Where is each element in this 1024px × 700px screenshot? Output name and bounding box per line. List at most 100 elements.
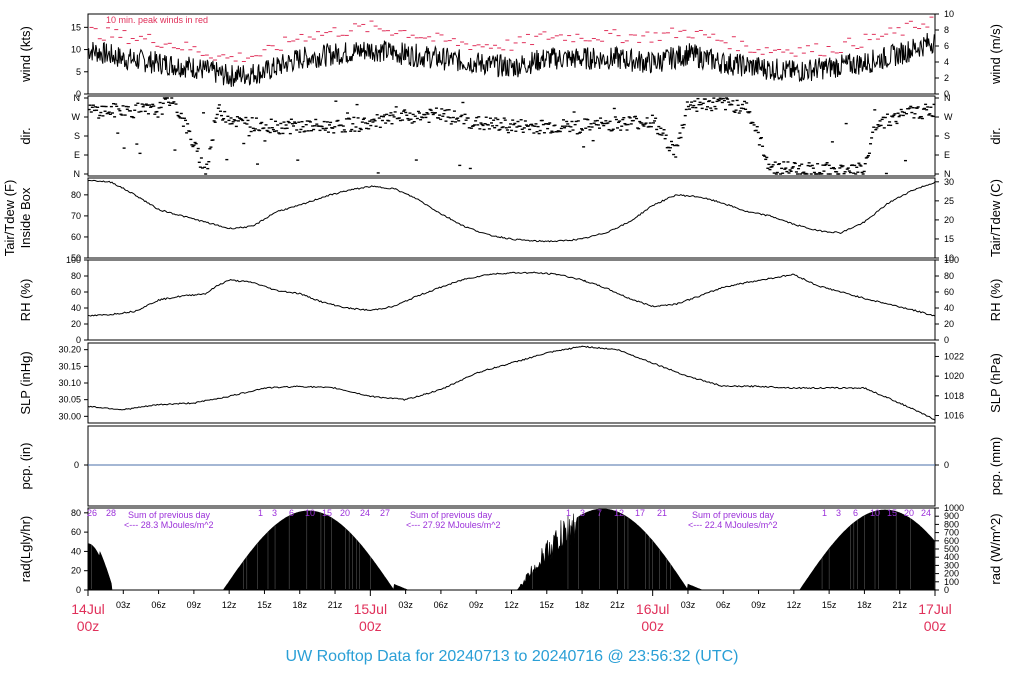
temp-ylabel-left2: Inside Box	[18, 187, 33, 248]
slp-ylabel-left: SLP (inHg)	[18, 351, 33, 414]
slp-right-tick-label: 1016	[944, 411, 964, 421]
rad-daily-total-value: <--- 22.4 MJoules/m^2	[688, 520, 778, 530]
pcp-right-tick-label: 0	[944, 460, 949, 470]
rad-day-number: 20	[904, 508, 914, 518]
pcp-left-tick-label: 0	[74, 460, 79, 470]
wind-left-tick-label: 10	[71, 45, 81, 55]
wind-right-tick-label: 4	[944, 57, 949, 67]
wind-speed-series	[87, 32, 935, 88]
rh-right-tick-label: 80	[944, 271, 954, 281]
pcp-panel-frame	[87, 425, 936, 507]
rh-right-tick-label: 100	[944, 255, 959, 265]
rad-daily-total-value: <--- 28.3 MJoules/m^2	[124, 520, 214, 530]
rad-ylabel-left: rad(Lgly/hr)	[18, 516, 33, 582]
rad-left-tick-label: 20	[71, 566, 81, 576]
rad-day-number: 21	[657, 508, 667, 518]
rad-day-number: 24	[921, 508, 931, 518]
rad-daily-total-value: <--- 27.92 MJoules/m^2	[406, 520, 501, 530]
rad-left-tick-label: 80	[71, 508, 81, 518]
rh-series	[87, 271, 936, 317]
slp-left-tick-label: 30.10	[58, 378, 81, 388]
temp-left-tick-label: 60	[71, 232, 81, 242]
rad-day-number: 3	[580, 508, 585, 518]
rad-right-tick-label: 700	[944, 528, 959, 538]
slp-left-tick-label: 30.05	[58, 395, 81, 405]
temp-right-tick-label: 30	[944, 177, 954, 187]
rad-right-tick-label: 100	[944, 577, 959, 587]
rad-day-number: 3	[836, 508, 841, 518]
x-date-time-label: 00z	[641, 618, 664, 634]
x-hour-label: 12z	[222, 600, 237, 610]
x-date-label: 16Jul	[636, 601, 669, 617]
rad-day-number: 3	[272, 508, 277, 518]
rad-day-number: 6	[289, 508, 294, 518]
wind-right-tick-label: 8	[944, 25, 949, 35]
x-hour-label: 09z	[187, 600, 202, 610]
rad-left-tick-label: 40	[71, 546, 81, 556]
temp-ylabel-right: Tair/Tdew (C)	[988, 179, 1003, 257]
dir-left-tick-label: S	[74, 131, 80, 141]
rh-ylabel-left: RH (%)	[18, 279, 33, 322]
rad-left-tick-label: 0	[76, 585, 81, 595]
rad-day-number: 15	[887, 508, 897, 518]
dir-right-tick-label: N	[944, 93, 951, 103]
temp-left-tick-label: 50	[71, 253, 81, 263]
rad-right-tick-label: 0	[944, 585, 949, 595]
dir-right-tick-label: E	[944, 150, 950, 160]
rad-day-number: 24	[360, 508, 370, 518]
rad-day-number: 27	[380, 508, 390, 518]
temp-series	[87, 179, 936, 243]
x-hour-label: 06z	[716, 600, 731, 610]
rh-right-tick-label: 20	[944, 319, 954, 329]
rh-right-tick-label: 60	[944, 287, 954, 297]
slp-right-tick-label: 1022	[944, 351, 964, 361]
temp-right-tick-label: 25	[944, 196, 954, 206]
rad-right-tick-label: 800	[944, 519, 959, 529]
rad-right-tick-label: 600	[944, 536, 959, 546]
rad-right-tick-label: 1000	[944, 503, 964, 513]
x-hour-label: 06z	[151, 600, 166, 610]
wind-annotation: 10 min. peak winds in red	[106, 15, 208, 25]
dir-left-tick-label: E	[74, 150, 80, 160]
wind-ylabel-right: wind (m/s)	[988, 24, 1003, 85]
slp-panel-frame	[87, 342, 936, 424]
rad-day-number: 1	[822, 508, 827, 518]
rad-ylabel-right: rad (W/m^2)	[988, 513, 1003, 584]
dir-left-tick-label: N	[74, 93, 81, 103]
rh-left-tick-label: 40	[71, 303, 81, 313]
rad-right-tick-label: 400	[944, 552, 959, 562]
dir-ylabel-left: dir.	[18, 127, 33, 144]
slp-right-tick-label: 1020	[944, 371, 964, 381]
rh-left-tick-label: 100	[66, 255, 81, 265]
x-date-label: 15Jul	[354, 601, 387, 617]
rad-daily-total-title: Sum of previous day	[692, 510, 775, 520]
temp-right-tick-label: 15	[944, 234, 954, 244]
rad-series	[87, 508, 936, 591]
slp-series	[87, 345, 936, 421]
rh-left-tick-label: 80	[71, 271, 81, 281]
temp-left-tick-label: 70	[71, 211, 81, 221]
rad-day-number: 26	[87, 508, 97, 518]
rad-right-tick-label: 900	[944, 511, 959, 521]
slp-left-tick-label: 30.20	[58, 345, 81, 355]
rad-day-number: 12	[614, 508, 624, 518]
rh-left-tick-label: 0	[76, 335, 81, 345]
wind-ylabel-left: wind (kts)	[18, 26, 33, 83]
rh-left-tick-label: 60	[71, 287, 81, 297]
rh-ylabel-right: RH (%)	[988, 279, 1003, 322]
rad-day-number: 20	[340, 508, 350, 518]
rad-day-number: 10	[870, 508, 880, 518]
rad-daily-total-title: Sum of previous day	[410, 510, 493, 520]
temp-right-tick-label: 20	[944, 215, 954, 225]
x-hour-label: 21z	[328, 600, 343, 610]
wind-left-tick-label: 0	[76, 89, 81, 99]
wind-left-tick-label: 5	[76, 67, 81, 77]
rad-day-number: 1	[566, 508, 571, 518]
rad-right-tick-label: 500	[944, 544, 959, 554]
dir-right-tick-label: W	[944, 112, 953, 122]
pcp-ylabel-right: pcp. (mm)	[988, 437, 1003, 496]
x-hour-label: 12z	[787, 600, 802, 610]
pcp-ylabel-left: pcp. (in)	[18, 443, 33, 490]
x-hour-label: 21z	[610, 600, 625, 610]
